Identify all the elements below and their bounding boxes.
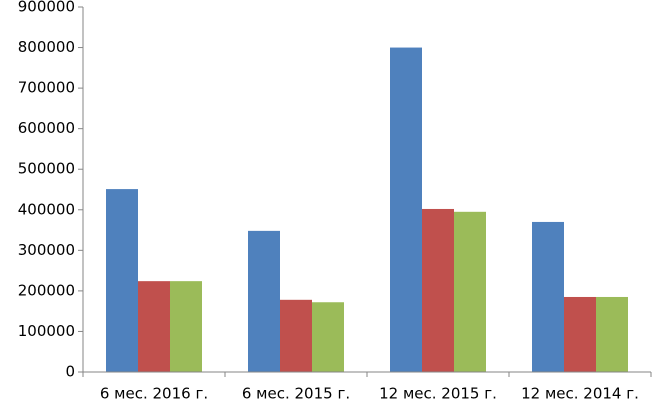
bar — [248, 230, 280, 372]
bar — [564, 296, 596, 372]
bar — [170, 281, 202, 372]
bar — [390, 47, 422, 373]
bar — [422, 208, 454, 372]
y-tick-label: 600000 — [18, 119, 75, 137]
bar — [280, 299, 312, 372]
bar — [454, 211, 486, 372]
y-tick-label: 200000 — [18, 281, 75, 299]
x-tick-label: 12 мес. 2015 г. — [379, 385, 497, 403]
y-tick-label: 900000 — [18, 0, 75, 16]
bar — [106, 189, 138, 372]
y-tick-label: 300000 — [18, 241, 75, 259]
y-tick-label: 500000 — [18, 160, 75, 178]
y-tick-label: 100000 — [18, 322, 75, 340]
bar — [532, 221, 564, 372]
x-tick-label: 6 мес. 2016 г. — [100, 385, 208, 403]
x-tick-label: 6 мес. 2015 г. — [242, 385, 350, 403]
x-tick-label: 12 мес. 2014 г. — [521, 385, 639, 403]
y-tick-label: 700000 — [18, 79, 75, 97]
y-tick-label: 0 — [65, 363, 75, 381]
bar — [138, 281, 170, 372]
y-tick-label: 800000 — [18, 38, 75, 56]
bar — [596, 296, 628, 372]
y-tick-label: 400000 — [18, 200, 75, 218]
bar — [312, 302, 344, 372]
